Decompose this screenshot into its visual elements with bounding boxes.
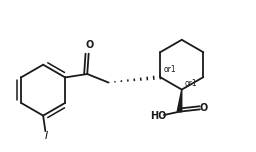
Text: HO: HO bbox=[150, 111, 166, 121]
Text: O: O bbox=[86, 40, 94, 50]
Polygon shape bbox=[177, 90, 182, 112]
Text: O: O bbox=[199, 103, 207, 113]
Text: or1: or1 bbox=[185, 79, 197, 88]
Text: or1: or1 bbox=[164, 65, 176, 74]
Text: I: I bbox=[45, 131, 48, 141]
